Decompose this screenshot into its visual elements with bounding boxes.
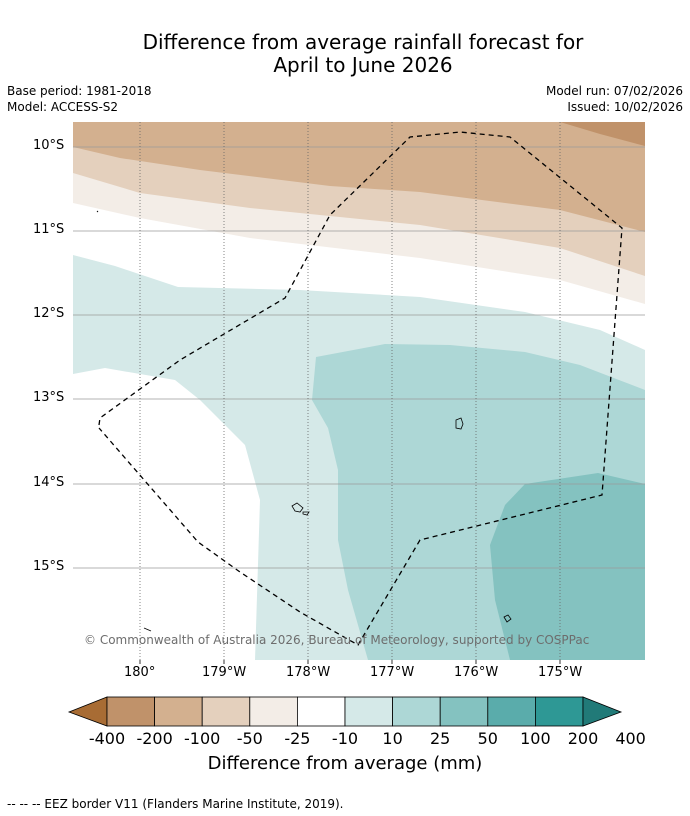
lon-label-176w: 176°W <box>454 665 499 680</box>
title-line-2: April to June 2026 <box>273 53 453 77</box>
island-small-nw <box>96 210 99 213</box>
colorbar-cell <box>296 696 346 727</box>
copyright-credit: © Commonwealth of Australia 2026, Bureau… <box>84 633 590 647</box>
map-panel <box>73 122 645 660</box>
meta-right: Model run: 07/02/2026 Issued: 10/02/2026 <box>546 83 683 115</box>
model-name: Model: ACCESS-S2 <box>7 100 119 114</box>
contour-band-50 <box>490 473 645 660</box>
colorbar-tick-label: -25 <box>284 729 311 748</box>
chart-title: Difference from average rainfall forecas… <box>0 31 690 77</box>
latitude-gridlines <box>73 146 645 569</box>
colorbar-tick-label: 50 <box>477 729 498 748</box>
lat-label-15s: 15°S <box>33 559 65 574</box>
colorbar-label: Difference from average (mm) <box>207 753 483 774</box>
meta-left: Base period: 1981-2018 Model: ACCESS-S2 <box>7 83 152 115</box>
eez-border <box>98 131 623 646</box>
colorbar-cell <box>106 696 155 727</box>
colorbar-tick-label: -10 <box>331 729 359 748</box>
lon-label-175w: 175°W <box>538 665 583 680</box>
colorbar-cell <box>535 696 584 727</box>
island-wallis <box>455 417 464 430</box>
colorbar-tick-label: 10 <box>382 729 403 748</box>
colorbar-cell <box>487 696 536 727</box>
colorbar-extend-low <box>67 696 108 727</box>
contour-band-neg100 <box>73 122 645 232</box>
lat-label-10s: 10°S <box>33 138 65 153</box>
base-period: Base period: 1981-2018 <box>7 84 152 98</box>
issued-date: Issued: 10/02/2026 <box>567 100 683 114</box>
colorbar-cell <box>249 696 298 727</box>
colorbar-tick-label: -100 <box>184 729 221 748</box>
colorbar-tick-label: -400 <box>88 729 126 748</box>
colorbar-extend-high <box>582 696 623 727</box>
colorbar-tick-label: -50 <box>236 729 263 748</box>
colorbar-tick-label: 400 <box>615 729 646 748</box>
island-futuna <box>291 502 304 513</box>
lon-label-180: 180° <box>124 665 156 680</box>
island-small-sw <box>143 627 152 632</box>
lon-label-178w: 178°W <box>286 665 331 680</box>
colorbar-tick-label: 200 <box>567 729 599 748</box>
colorbar-cell <box>439 696 489 727</box>
colorbar-tick-label: 100 <box>520 729 551 748</box>
lon-label-179w: 179°W <box>202 665 247 680</box>
colorbar-cells <box>106 696 584 727</box>
colorbar <box>67 696 623 727</box>
colorbar-cell <box>392 696 441 727</box>
colorbar-tick-label: -200 <box>136 729 173 748</box>
eez-legend-note: -- -- -- EEZ border V11 (Flanders Marine… <box>7 797 344 811</box>
lat-label-14s: 14°S <box>33 475 65 490</box>
contour-band-neg200 <box>560 122 645 146</box>
colorbar-cell <box>154 696 203 727</box>
axis-ticks <box>139 660 561 664</box>
island-small-se <box>503 614 512 623</box>
lon-label-177w: 177°W <box>370 665 415 680</box>
title-line-1: Difference from average rainfall forecas… <box>142 30 584 54</box>
colorbar-tick-label: 25 <box>430 729 451 748</box>
lat-label-11s: 11°S <box>33 222 65 237</box>
lat-label-13s: 13°S <box>33 390 65 405</box>
model-run: Model run: 07/02/2026 <box>545 84 683 98</box>
colorbar-cell <box>344 696 393 727</box>
island-alofi <box>302 511 310 516</box>
lat-label-12s: 12°S <box>33 306 65 321</box>
colorbar-cell <box>201 696 251 727</box>
